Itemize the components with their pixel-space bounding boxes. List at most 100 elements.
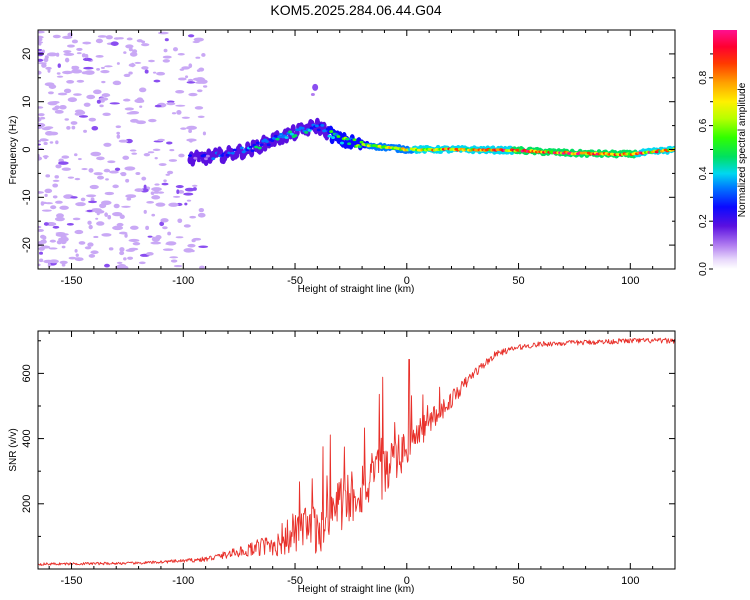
noise-blob [95,217,99,220]
noise-blob [44,155,48,160]
noise-blob [56,213,64,218]
noise-blob [45,131,54,136]
noise-blob [201,53,206,57]
noise-blob [188,92,198,97]
noise-blob [38,156,43,161]
ridge-core [272,136,277,140]
x-tick-label: -150 [61,575,83,587]
noise-blob [61,155,70,159]
noise-blob [116,131,121,135]
noise-blob [40,234,46,239]
noise-blob [129,51,138,57]
ridge-core [259,143,264,147]
ridge-core [211,157,216,161]
noise-blob [191,184,198,187]
noise-blob [141,43,150,47]
noise-blob [154,156,158,160]
noise-blob [176,189,180,194]
noise-blob [188,129,192,134]
noise-blob [56,72,61,75]
noise-blob [166,100,175,103]
noise-blob [183,224,191,228]
noise-blob [74,248,78,253]
noise-blob [197,212,206,218]
noise-blob [155,202,166,207]
noise-blob [154,183,160,186]
noise-blob [175,236,184,239]
ridge-core [284,136,289,140]
noise-blob [84,70,95,75]
noise-blob [169,256,179,259]
noise-blob [165,241,177,246]
noise-blob [115,125,122,129]
noise-blob [52,195,58,199]
colorbar-gradient [713,30,737,269]
noise-blob [38,70,42,75]
noise-blob [61,245,66,249]
noise-blob [90,250,99,255]
ridge-core [250,149,255,153]
noise-blob [78,241,86,245]
ridge-core [216,151,221,155]
ridge-core [307,128,312,132]
noise-blob [89,184,99,190]
snr-series-line [38,337,675,566]
noise-blob [202,131,207,136]
noise-blob [73,93,82,96]
noise-blob [91,208,102,211]
noise-blob [179,68,185,71]
noise-blob [157,138,165,142]
y-tick-label: 0 [21,146,33,152]
noise-blob [78,115,89,118]
noise-blob [38,30,45,34]
noise-blob [101,80,106,84]
noise-blob [192,77,202,81]
noise-blob [157,31,169,35]
noise-blob [41,138,49,142]
noise-blob [107,215,112,220]
noise-blob [88,117,97,122]
noise-blob [64,118,69,121]
ridge-core [289,132,294,136]
colorbar-ticks: 0.0 0.2 0.4 0.6 0.8 [698,53,713,276]
noise-blob [38,228,44,232]
noise-blob [96,67,101,71]
noise-blob [175,104,186,107]
noise-blob [171,112,177,115]
colorbar-tick-label: 0.6 [698,118,709,132]
noise-blob [52,225,60,229]
noise-blob [131,152,138,155]
noise-blob [91,126,99,131]
noise-blob [82,57,93,62]
ridge-core [339,141,344,145]
noise-blob [143,209,147,214]
noise-blob [43,222,49,226]
noise-blob [105,178,109,181]
colorbar: 0.0 0.2 0.4 0.6 0.8 Normalized spectral ampl… [698,30,748,276]
noise-blob [119,251,125,256]
noise-blob [118,231,128,235]
noise-blob [44,193,48,197]
noise-blob [84,246,92,250]
noise-blob [75,253,79,257]
y-tick-label: 20 [21,48,33,60]
noise-blob [55,140,59,145]
noise-blob [148,59,155,63]
ridge-core [275,137,280,141]
noise-blob [124,166,136,171]
noise-blob [38,48,43,52]
ridge-core [234,152,239,156]
noise-blob [88,254,96,258]
noise-blob [109,102,120,105]
noise-blob [66,80,75,84]
noise-blob [63,88,72,94]
ridge-core [300,126,305,130]
noise-blob [198,208,205,213]
noise-blob [199,265,205,269]
noise-blob [46,52,58,57]
ridge-core [205,154,210,158]
noise-blob [103,168,111,173]
noise-blob [181,116,191,119]
noise-blob [119,214,125,220]
